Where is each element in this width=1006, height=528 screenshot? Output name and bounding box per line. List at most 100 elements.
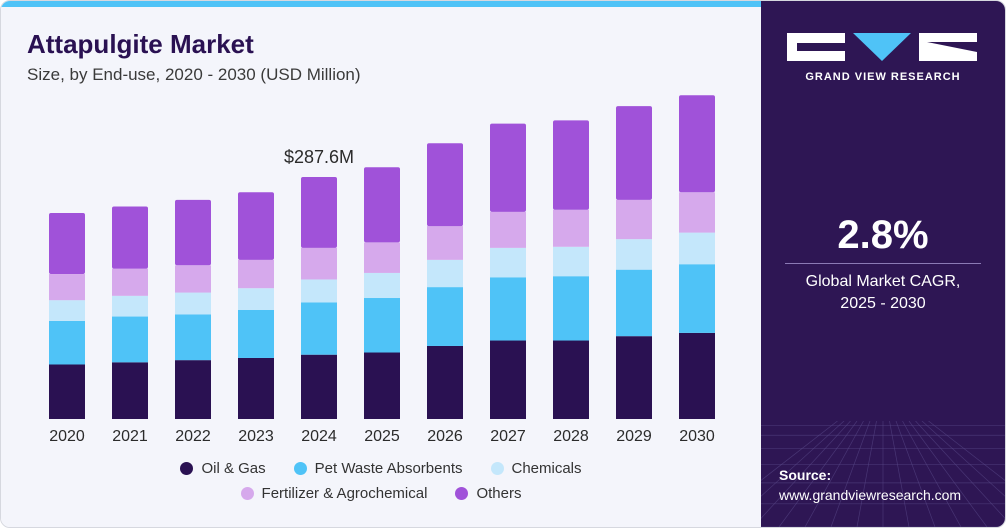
bar-segment-2023-oil-gas xyxy=(238,357,274,419)
legend-swatch xyxy=(240,487,254,500)
bar-segment-2021-chemicals xyxy=(112,295,148,317)
bar-segment-2024-chemicals xyxy=(301,279,337,303)
grid-line xyxy=(761,421,838,481)
legend-swatch xyxy=(455,487,469,500)
grid-line xyxy=(889,421,910,527)
bar-segment-2024-others xyxy=(301,177,337,248)
grid-line xyxy=(902,421,962,527)
bar-segment-2025-fertilizer-agrochemical xyxy=(364,242,400,273)
legend-label: Fertilizer & Agrochemical xyxy=(261,485,428,502)
bar-segment-2029-others xyxy=(616,106,652,200)
x-tick-label-2025: 2025 xyxy=(364,428,400,445)
legend-label: Oil & Gas xyxy=(201,460,266,477)
grid-line xyxy=(761,421,845,497)
x-tick-label-2022: 2022 xyxy=(175,428,211,445)
x-tick-label-2026: 2026 xyxy=(427,428,463,445)
bar-segment-2030-others xyxy=(679,95,715,193)
legend-swatch xyxy=(490,462,504,475)
bar-segment-2030-oil-gas xyxy=(679,332,715,419)
bar-segment-2022-fertilizer-agrochemical xyxy=(175,265,211,293)
bar-segment-2023-others xyxy=(238,192,274,260)
legend-swatch xyxy=(293,462,307,475)
grid-line xyxy=(895,421,936,527)
grand-view-research-logo xyxy=(787,33,977,61)
bar-segment-2023-chemicals xyxy=(238,288,274,310)
bar-segment-2030-pet-waste-absorbents xyxy=(679,264,715,333)
x-tick-label-2030: 2030 xyxy=(679,428,715,445)
bar-segment-2025-pet-waste-absorbents xyxy=(364,298,400,353)
bar-segment-2024-fertilizer-agrochemical xyxy=(301,247,337,280)
bar-segment-2020-chemicals xyxy=(49,300,85,321)
bar-segment-2021-oil-gas xyxy=(112,362,148,419)
bar-segment-2026-chemicals xyxy=(427,259,463,288)
bar-segment-2025-chemicals xyxy=(364,272,400,299)
bar-segment-2028-others xyxy=(553,120,589,210)
bar-segment-2024-oil-gas xyxy=(301,354,337,419)
bar-segment-2021-pet-waste-absorbents xyxy=(112,316,148,363)
bar-segment-2027-chemicals xyxy=(490,247,526,278)
x-tick-label-2028: 2028 xyxy=(553,428,589,445)
bar-segment-2027-fertilizer-agrochemical xyxy=(490,211,526,248)
chart-panel: Attapulgite Market Size, by End-use, 202… xyxy=(1,1,761,527)
bar-segment-2026-oil-gas xyxy=(427,345,463,419)
stacked-bar-chart: 2020 2021 2022 2023 2024 $287.6M 2025 2026 2027 2… xyxy=(49,95,715,445)
legend-row-1: Oil & Gas Pet Waste Absorbents Chemicals xyxy=(1,460,761,477)
grid-line xyxy=(761,421,851,519)
legend-label: Others xyxy=(476,485,522,502)
bar-segment-2029-fertilizer-agrochemical xyxy=(616,199,652,240)
grid-line xyxy=(915,421,1005,519)
grid-line xyxy=(778,421,858,527)
grid-line xyxy=(856,421,877,527)
cagr-label-line-1: Global Market CAGR, xyxy=(805,273,961,290)
cagr-label: Global Market CAGR, 2025 - 2030 xyxy=(761,271,1005,315)
x-tick-label-2024: 2024 xyxy=(301,428,337,445)
bar-segment-2028-pet-waste-absorbents xyxy=(553,276,589,341)
brand-name: GRAND VIEW RESEARCH xyxy=(805,71,961,83)
bar-segment-2020-fertilizer-agrochemical xyxy=(49,274,85,301)
legend-item-pet-waste-absorbents: Pet Waste Absorbents xyxy=(293,460,463,477)
divider xyxy=(785,263,981,264)
cagr-label-line-2: 2025 - 2030 xyxy=(840,295,926,312)
grid-line xyxy=(830,421,871,527)
summary-panel: GRAND VIEW RESEARCH 2.8% Global Market C… xyxy=(761,1,1005,527)
bar-segment-2027-others xyxy=(490,123,526,212)
bar-segment-2022-others xyxy=(175,199,211,266)
bar-segment-2020-others xyxy=(49,212,85,275)
chart-subtitle: Size, by End-use, 2020 - 2030 (USD Milli… xyxy=(27,65,361,84)
bar-segment-2024-pet-waste-absorbents xyxy=(301,302,337,355)
bar-segment-2021-fertilizer-agrochemical xyxy=(112,268,148,296)
bar-segment-2027-oil-gas xyxy=(490,340,526,419)
legend-label: Pet Waste Absorbents xyxy=(314,460,463,477)
bar-segment-2020-pet-waste-absorbents xyxy=(49,320,85,365)
bar-segment-2028-chemicals xyxy=(553,246,589,277)
grid-line xyxy=(921,421,1005,497)
legend-item-oil-gas: Oil & Gas xyxy=(180,460,266,477)
annotation-label: $287.6M xyxy=(284,147,354,167)
bar-segment-2022-pet-waste-absorbents xyxy=(175,314,211,361)
bar-segment-2030-chemicals xyxy=(679,232,715,265)
bar-segment-2029-oil-gas xyxy=(616,336,652,419)
bar-segment-2023-pet-waste-absorbents xyxy=(238,310,274,358)
grid-line xyxy=(804,421,864,527)
bar-segment-2026-pet-waste-absorbents xyxy=(427,287,463,346)
x-tick-label-2021: 2021 xyxy=(112,428,148,445)
bar-segment-2026-others xyxy=(427,143,463,227)
legend-item-others: Others xyxy=(455,485,521,502)
legend-row-2: Fertilizer & Agrochemical Others xyxy=(1,485,761,502)
x-tick-label-2023: 2023 xyxy=(238,428,274,445)
grid-line xyxy=(928,421,1005,481)
bar-segment-2025-oil-gas xyxy=(364,352,400,419)
bar-segment-2025-others xyxy=(364,167,400,243)
cagr-value: 2.8% xyxy=(837,213,929,257)
source-url: www.grandviewresearch.com xyxy=(779,487,962,503)
legend-label: Chemicals xyxy=(511,460,582,477)
x-tick-label-2020: 2020 xyxy=(49,428,85,445)
legend-item-fertilizer-agrochemical: Fertilizer & Agrochemical xyxy=(240,485,428,502)
bar-segment-2022-oil-gas xyxy=(175,360,211,419)
bar-segment-2020-oil-gas xyxy=(49,364,85,419)
accent-bar xyxy=(1,1,761,7)
bar-segment-2022-chemicals xyxy=(175,292,211,315)
bar-segment-2029-pet-waste-absorbents xyxy=(616,269,652,337)
legend-item-chemicals: Chemicals xyxy=(490,460,582,477)
